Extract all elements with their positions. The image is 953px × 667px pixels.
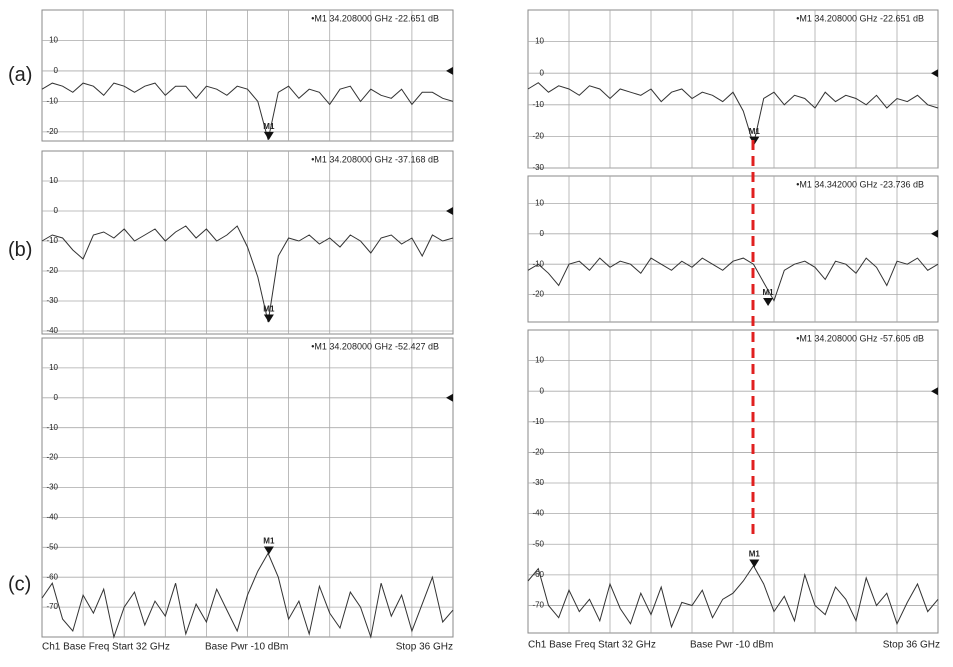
- y-tick-label: -10: [532, 417, 544, 426]
- footer-text: Stop 36 GHz: [883, 640, 940, 651]
- y-tick-label: -10: [46, 423, 58, 432]
- marker: [749, 559, 760, 568]
- y-tick-label: -40: [46, 326, 58, 335]
- reference-arrow: [931, 69, 938, 78]
- y-tick-label: -50: [46, 542, 58, 551]
- marker: [263, 314, 274, 323]
- y-tick-label: 10: [535, 37, 544, 46]
- y-tick-label: -20: [532, 448, 544, 457]
- footer-text: Ch1 Base Freq Start 32 GHz: [42, 642, 170, 653]
- panel-label: (b): [8, 239, 32, 261]
- y-tick-label: -20: [46, 266, 58, 275]
- marker-readout: •M1 34.208000 GHz -57.605 dB: [796, 333, 924, 343]
- y-tick-label: -40: [46, 513, 58, 522]
- y-tick-label: -30: [46, 296, 58, 305]
- footer-text: Ch1 Base Freq Start 32 GHz: [528, 640, 656, 651]
- marker-label: M1: [749, 550, 761, 559]
- y-tick-label: -70: [532, 601, 544, 610]
- reference-arrow: [931, 387, 938, 396]
- y-tick-label: -60: [46, 572, 58, 581]
- y-tick-label: -20: [532, 290, 544, 299]
- marker: [263, 131, 274, 140]
- reference-arrow: [446, 393, 453, 402]
- trace: [41, 225, 454, 323]
- y-tick-label: 10: [49, 36, 58, 45]
- y-tick-label: 0: [540, 386, 545, 395]
- footer-text: Base Pwr -10 dBm: [690, 640, 773, 651]
- marker-label: M1: [263, 537, 275, 546]
- marker-readout: •M1 34.208000 GHz -52.427 dB: [311, 341, 439, 351]
- y-tick-label: -30: [532, 163, 544, 172]
- y-tick-label: 0: [540, 68, 545, 77]
- y-tick-label: 0: [54, 393, 59, 402]
- y-tick-label: 0: [540, 229, 545, 238]
- y-tick-label: -30: [46, 483, 58, 492]
- y-tick-label: -50: [532, 539, 544, 548]
- marker-label: M1: [749, 127, 761, 136]
- y-tick-label: 10: [49, 176, 58, 185]
- y-tick-label: -40: [532, 509, 544, 518]
- y-tick-label: -60: [532, 570, 544, 579]
- trace: [527, 564, 939, 629]
- panel-label: (c): [8, 573, 31, 595]
- reference-arrow: [446, 66, 453, 75]
- trace: [527, 257, 939, 302]
- y-tick-label: -30: [532, 478, 544, 487]
- marker-readout: •M1 34.342000 GHz -23.736 dB: [796, 179, 924, 189]
- marker-readout: •M1 34.208000 GHz -22.651 dB: [311, 13, 439, 23]
- marker: [763, 297, 774, 306]
- y-tick-label: 10: [535, 356, 544, 365]
- reference-arrow: [931, 229, 938, 238]
- y-tick-label: 0: [54, 206, 59, 215]
- y-tick-label: -20: [532, 132, 544, 141]
- y-tick-label: 10: [49, 363, 58, 372]
- panel-label: (a): [8, 64, 32, 86]
- trace: [527, 82, 939, 147]
- y-tick-label: -20: [46, 453, 58, 462]
- y-tick-label: -10: [46, 236, 58, 245]
- marker: [263, 546, 274, 555]
- marker-readout: •M1 34.208000 GHz -22.651 dB: [796, 13, 924, 23]
- y-tick-label: -70: [46, 602, 58, 611]
- y-tick-label: 10: [535, 198, 544, 207]
- marker-label: M1: [263, 122, 275, 131]
- trace: [41, 552, 454, 639]
- y-tick-label: -20: [46, 127, 58, 136]
- marker-label: M1: [762, 288, 774, 297]
- footer-text: Base Pwr -10 dBm: [205, 642, 288, 653]
- y-tick-label: -10: [46, 97, 58, 106]
- y-tick-label: 0: [54, 66, 59, 75]
- reference-arrow: [446, 207, 453, 215]
- marker-readout: •M1 34.208000 GHz -37.168 dB: [311, 154, 439, 164]
- trace: [41, 82, 454, 140]
- footer-text: Stop 36 GHz: [396, 642, 453, 653]
- marker-label: M1: [263, 305, 275, 314]
- y-tick-label: -10: [532, 100, 544, 109]
